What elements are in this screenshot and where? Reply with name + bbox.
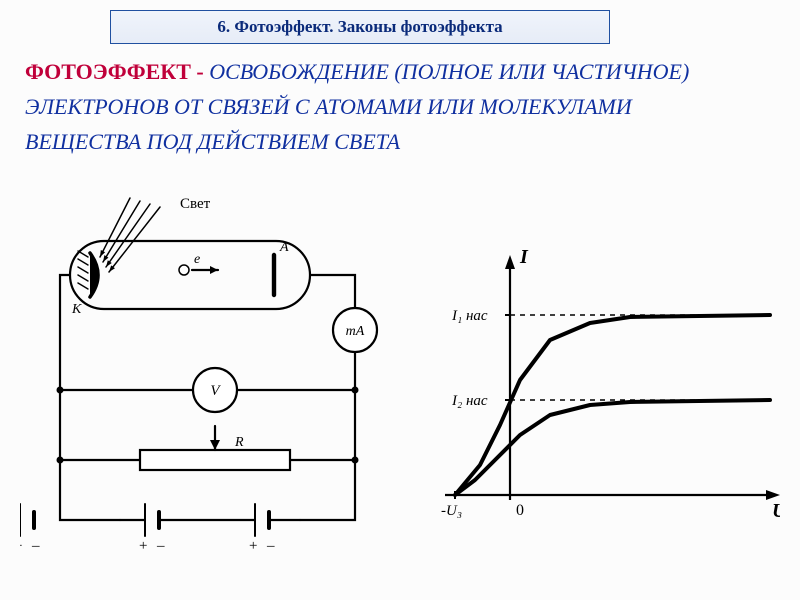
- circuit-diagram: КАеСветmAVR+–+–+–: [20, 190, 420, 570]
- iv-graph: I U 0 -U₃ I₁ нас I₂ нас: [430, 215, 780, 545]
- definition-block: ФОТОЭФФЕКТ - ОСВОБОЖДЕНИЕ (ПОЛНОЕ ИЛИ ЧА…: [25, 54, 775, 160]
- svg-text:е: е: [194, 252, 200, 267]
- svg-text:Свет: Свет: [180, 196, 211, 212]
- section-header: 6. Фотоэффект. Законы фотоэффекта: [110, 10, 610, 44]
- svg-text:–: –: [156, 538, 165, 554]
- svg-text:0: 0: [516, 502, 524, 519]
- svg-text:–: –: [31, 538, 40, 554]
- svg-text:I₂ нас: I₂ нас: [451, 393, 488, 409]
- svg-text:+: +: [139, 538, 147, 554]
- svg-text:+: +: [249, 538, 257, 554]
- header-title: 6. Фотоэффект. Законы фотоэффекта: [217, 17, 502, 36]
- svg-text:–: –: [266, 538, 275, 554]
- svg-text:I: I: [519, 246, 529, 268]
- svg-text:+: +: [20, 538, 22, 554]
- svg-text:R: R: [234, 435, 244, 450]
- svg-text:А: А: [279, 240, 289, 255]
- definition-line2: ЭЛЕКТРОНОВ ОТ СВЯЗЕЙ С АТОМАМИ ИЛИ МОЛЕК…: [25, 94, 632, 119]
- svg-text:U: U: [772, 500, 780, 522]
- svg-text:-U₃: -U₃: [441, 503, 462, 519]
- svg-text:К: К: [71, 302, 82, 317]
- definition-line1: ОСВОБОЖДЕНИЕ (ПОЛНОЕ ИЛИ ЧАСТИЧНОЕ): [209, 59, 689, 84]
- figures-area: КАеСветmAVR+–+–+– IU0-U₃I₁ насI₂ нас: [0, 190, 800, 590]
- definition-term: ФОТОЭФФЕКТ -: [25, 59, 204, 84]
- svg-text:I₁ нас: I₁ нас: [451, 308, 488, 324]
- definition-line3: ВЕЩЕСТВА ПОД ДЕЙСТВИЕМ СВЕТА: [25, 129, 400, 154]
- svg-text:mA: mA: [346, 324, 365, 339]
